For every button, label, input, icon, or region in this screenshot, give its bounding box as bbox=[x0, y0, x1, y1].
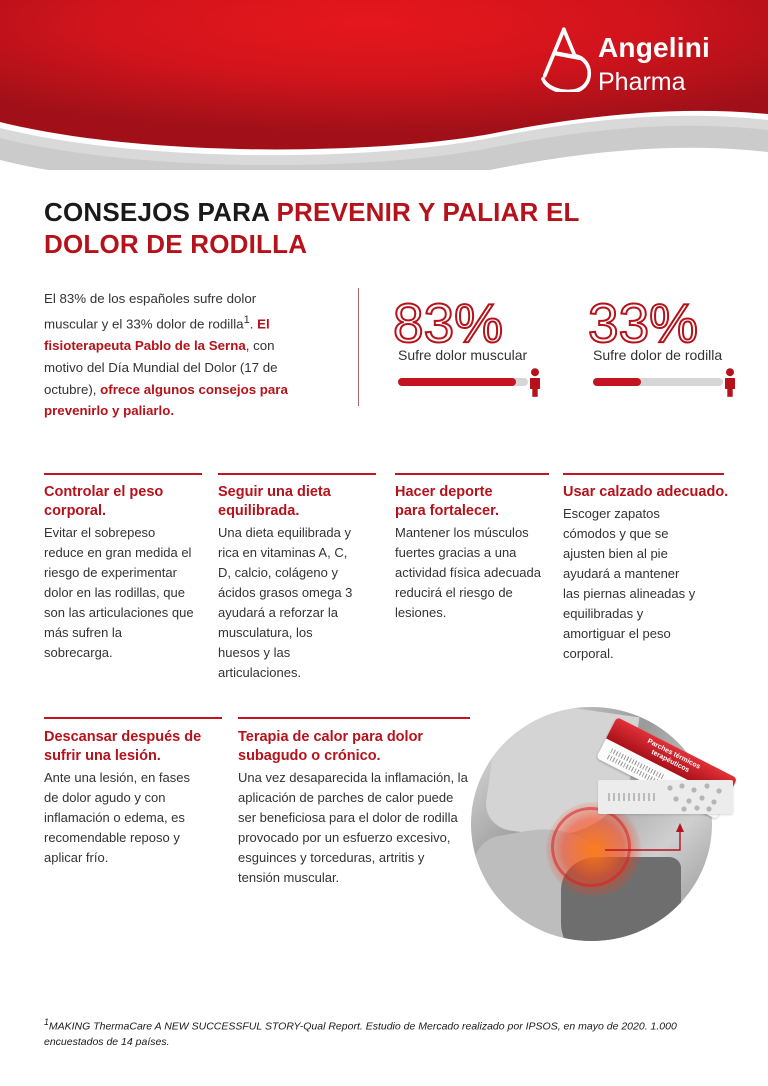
svg-text:83%: 83% bbox=[393, 292, 503, 354]
svg-text:33%: 33% bbox=[588, 292, 698, 354]
